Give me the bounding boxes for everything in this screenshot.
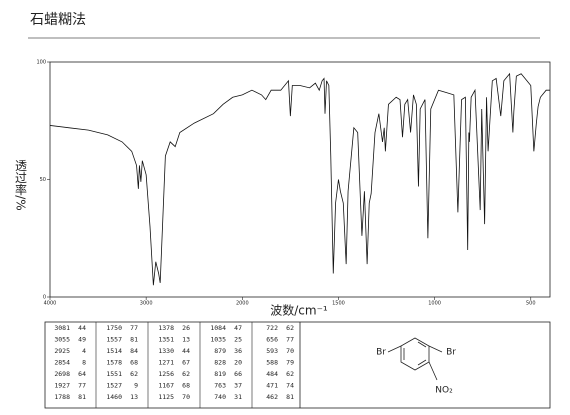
peak-wavenumber: 484 <box>266 370 278 378</box>
y-tick-label: 100 <box>36 60 46 66</box>
peak-wavenumber: 828 <box>214 359 226 367</box>
peak-transmittance: 81 <box>130 336 138 344</box>
peak-transmittance: 66 <box>234 370 242 378</box>
peak-transmittance: 70 <box>286 347 294 355</box>
peak-wavenumber: 3055 <box>54 336 70 344</box>
peak-wavenumber: 462 <box>266 393 278 401</box>
peak-transmittance: 26 <box>182 324 190 332</box>
x-tick-label: 500 <box>526 301 536 307</box>
peak-transmittance: 79 <box>286 359 294 367</box>
peak-transmittance: 77 <box>78 382 86 390</box>
peak-wavenumber: 1551 <box>106 370 122 378</box>
double-bond <box>417 359 427 366</box>
peak-wavenumber: 1330 <box>158 347 174 355</box>
peak-wavenumber: 1035 <box>210 336 226 344</box>
benzene-ring <box>400 337 430 371</box>
x-tick-label: 1500 <box>332 301 345 307</box>
peak-wavenumber: 2854 <box>54 359 70 367</box>
peak-transmittance: 70 <box>182 393 190 401</box>
peak-transmittance: 13 <box>182 336 190 344</box>
peak-wavenumber: 1460 <box>106 393 122 401</box>
peak-transmittance: 81 <box>286 393 294 401</box>
substituent: Br <box>376 348 386 358</box>
x-tick-label: 1000 <box>428 301 441 307</box>
peak-transmittance: 47 <box>234 324 242 332</box>
structure <box>387 337 443 381</box>
peak-wavenumber: 1167 <box>158 382 174 390</box>
peak-wavenumber: 722 <box>266 324 278 332</box>
peak-transmittance: 37 <box>234 382 242 390</box>
peak-transmittance: 25 <box>234 336 242 344</box>
peak-wavenumber: 2698 <box>54 370 70 378</box>
substituent: NO₂ <box>435 386 453 396</box>
peak-wavenumber: 3081 <box>54 324 70 332</box>
peak-wavenumber: 1750 <box>106 324 122 332</box>
peak-transmittance: 36 <box>234 347 242 355</box>
y-tick-label: 0 <box>43 295 46 301</box>
peak-wavenumber: 471 <box>266 382 278 390</box>
peak-wavenumber: 588 <box>266 359 278 367</box>
peak-transmittance: 20 <box>234 359 242 367</box>
table-frame <box>44 321 551 409</box>
peak-transmittance: 68 <box>130 359 138 367</box>
x-axis-label: 波数/cm⁻¹ <box>270 303 328 318</box>
peak-wavenumber: 1378 <box>158 324 174 332</box>
peak-wavenumber: 1084 <box>210 324 226 332</box>
chart-title: 石蜡糊法 <box>30 12 86 28</box>
peak-transmittance: 44 <box>182 347 190 355</box>
peak-wavenumber: 1351 <box>158 336 174 344</box>
peak-transmittance: 77 <box>130 324 138 332</box>
bond <box>428 345 443 353</box>
spectrum-line <box>49 72 550 286</box>
peak-transmittance: 44 <box>78 324 86 332</box>
peak-wavenumber: 1125 <box>158 393 174 401</box>
peak-transmittance: 62 <box>286 370 294 378</box>
x-tick-label: 4000 <box>44 301 57 307</box>
peak-wavenumber: 1256 <box>158 370 174 378</box>
peak-transmittance: 74 <box>286 382 294 390</box>
peak-wavenumber: 1557 <box>106 336 122 344</box>
peak-transmittance: 8 <box>82 359 86 367</box>
peak-transmittance: 62 <box>130 370 138 378</box>
peak-wavenumber: 763 <box>214 382 226 390</box>
peak-transmittance: 49 <box>78 336 86 344</box>
x-tick-label: 3000 <box>140 301 153 307</box>
x-tick-label: 2000 <box>236 301 249 307</box>
peak-wavenumber: 1927 <box>54 382 70 390</box>
peak-transmittance: 84 <box>130 347 138 355</box>
peak-wavenumber: 1514 <box>106 347 122 355</box>
peak-transmittance: 62 <box>182 370 190 378</box>
peak-transmittance: 31 <box>234 393 242 401</box>
peak-wavenumber: 1578 <box>106 359 122 367</box>
peak-transmittance: 62 <box>286 324 294 332</box>
y-axis-label: 透过率/% <box>14 159 28 211</box>
peak-wavenumber: 2925 <box>54 347 70 355</box>
bond <box>428 361 438 381</box>
peak-transmittance: 64 <box>78 370 86 378</box>
y-tick-label: 50 <box>40 177 46 183</box>
peak-transmittance: 81 <box>78 393 86 401</box>
peak-transmittance: 4 <box>82 347 86 355</box>
peak-wavenumber: 1527 <box>106 382 122 390</box>
peak-wavenumber: 593 <box>266 347 278 355</box>
double-bond <box>417 341 427 348</box>
peak-wavenumber: 740 <box>214 393 226 401</box>
peak-transmittance: 77 <box>286 336 294 344</box>
peak-wavenumber: 879 <box>214 347 226 355</box>
substituent: Br <box>446 348 456 358</box>
peak-wavenumber: 819 <box>214 370 226 378</box>
peak-transmittance: 67 <box>182 359 190 367</box>
peak-wavenumber: 1788 <box>54 393 70 401</box>
peak-transmittance: 9 <box>134 382 138 390</box>
peak-wavenumber: 656 <box>266 336 278 344</box>
peak-transmittance: 68 <box>182 382 190 390</box>
peak-wavenumber: 1271 <box>158 359 174 367</box>
bond <box>387 345 402 353</box>
peak-transmittance: 13 <box>130 393 138 401</box>
